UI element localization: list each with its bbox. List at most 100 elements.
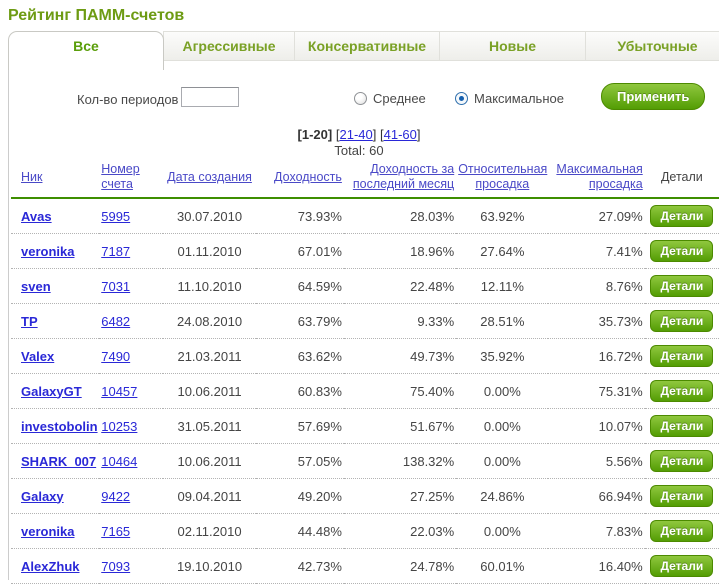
profit-cell: 73.93% bbox=[255, 198, 344, 234]
radio-maximum-label: Максимальное bbox=[474, 91, 564, 106]
nick-link[interactable]: veronika bbox=[21, 243, 75, 259]
details-button[interactable]: Детали bbox=[650, 450, 714, 472]
creation-date-cell: 24.08.2010 bbox=[163, 303, 256, 339]
details-button[interactable]: Детали bbox=[650, 205, 714, 227]
relative-drawdown-cell: 0.00% bbox=[456, 408, 549, 444]
details-button[interactable]: Детали bbox=[650, 275, 714, 297]
creation-date-cell: 10.06.2011 bbox=[163, 373, 256, 409]
pagination-pages: [1-20] [21-40] [41-60] bbox=[297, 127, 421, 142]
periods-label: Кол-во периодов bbox=[77, 92, 179, 107]
relative-drawdown-cell: 27.64% bbox=[456, 233, 549, 269]
account-number-link[interactable]: 10464 bbox=[101, 453, 138, 469]
monthly-profit-cell: 28.03% bbox=[343, 198, 457, 234]
table-row: Galaxy 9422 09.04.2011 49.20% 27.25% 24.… bbox=[11, 478, 719, 514]
nick-link[interactable]: investobolin bbox=[21, 418, 98, 434]
page-title: Рейтинг ПАММ-счетов bbox=[8, 7, 185, 24]
max-drawdown-cell: 7.41% bbox=[548, 233, 645, 269]
periods-input[interactable] bbox=[181, 87, 239, 107]
table-row: GalaxyGT 10457 10.06.2011 60.83% 75.40% … bbox=[11, 373, 719, 409]
nick-link[interactable]: Avas bbox=[21, 208, 52, 224]
details-button[interactable]: Детали bbox=[650, 415, 714, 437]
creation-date-cell: 01.11.2010 bbox=[163, 233, 256, 269]
max-drawdown-cell: 16.72% bbox=[548, 338, 645, 374]
sort-nick-link[interactable]: Ник bbox=[21, 169, 43, 184]
details-button[interactable]: Детали bbox=[650, 485, 714, 507]
sort-relative-drawdown-link[interactable]: Относительная просадка bbox=[458, 162, 548, 191]
account-number-link[interactable]: 7490 bbox=[101, 348, 131, 364]
account-number-link[interactable]: 5995 bbox=[101, 208, 131, 224]
account-number-link[interactable]: 7031 bbox=[101, 278, 131, 294]
table-row: veronika 7165 02.11.2010 44.48% 22.03% 0… bbox=[11, 513, 719, 549]
table-row: sven 7031 11.10.2010 64.59% 22.48% 12.11… bbox=[11, 268, 719, 304]
sort-profit-link[interactable]: Доходность bbox=[274, 169, 342, 184]
details-button[interactable]: Детали bbox=[650, 520, 714, 542]
profit-cell: 57.05% bbox=[255, 443, 344, 479]
details-button[interactable]: Детали bbox=[650, 310, 714, 332]
monthly-profit-cell: 51.67% bbox=[343, 408, 457, 444]
nick-link[interactable]: Valex bbox=[21, 348, 55, 364]
max-drawdown-cell: 10.07% bbox=[548, 408, 645, 444]
max-drawdown-cell: 8.76% bbox=[548, 268, 645, 304]
tab-losing[interactable]: Убыточные bbox=[585, 31, 719, 61]
tab-all[interactable]: Все bbox=[8, 31, 164, 70]
account-number-link[interactable]: 7187 bbox=[101, 243, 131, 259]
radio-maximum[interactable]: Максимальное bbox=[455, 91, 564, 106]
nick-link[interactable]: GalaxyGT bbox=[21, 383, 82, 399]
account-number-link[interactable]: 7093 bbox=[101, 558, 131, 574]
sort-monthly-profit-link[interactable]: Доходность за последний месяц bbox=[352, 162, 455, 191]
account-number-link[interactable]: 10253 bbox=[101, 418, 138, 434]
relative-drawdown-cell: 28.51% bbox=[456, 303, 549, 339]
nick-link[interactable]: TP bbox=[21, 313, 38, 329]
profit-cell: 60.83% bbox=[255, 373, 344, 409]
details-button[interactable]: Детали bbox=[650, 345, 714, 367]
monthly-profit-cell: 22.03% bbox=[343, 513, 457, 549]
rating-table-body: Avas 5995 30.07.2010 73.93% 28.03% 63.92… bbox=[11, 198, 719, 584]
pagination-current: [1-20] bbox=[297, 127, 333, 142]
creation-date-cell: 19.10.2010 bbox=[163, 548, 256, 584]
table-row: AlexZhuk 7093 19.10.2010 42.73% 24.78% 6… bbox=[11, 548, 719, 584]
nick-link[interactable]: veronika bbox=[21, 523, 75, 539]
radio-unchecked-icon[interactable] bbox=[354, 92, 367, 105]
tab-conservative[interactable]: Консервативные bbox=[294, 31, 440, 61]
max-drawdown-cell: 7.83% bbox=[548, 513, 645, 549]
pagination-link-41-60[interactable]: 41-60 bbox=[383, 127, 417, 142]
sort-max-drawdown-link[interactable]: Максимальная просадка bbox=[556, 162, 643, 191]
details-button[interactable]: Детали bbox=[650, 240, 714, 262]
table-header-row: Ник Номер счета Дата создания Доходность… bbox=[11, 160, 719, 199]
pagination-link-21-40[interactable]: 21-40 bbox=[339, 127, 373, 142]
creation-date-cell: 10.06.2011 bbox=[163, 443, 256, 479]
nick-link[interactable]: sven bbox=[21, 278, 51, 294]
account-number-link[interactable]: 10457 bbox=[101, 383, 138, 399]
tab-aggressive[interactable]: Агрессивные bbox=[163, 31, 295, 61]
tab-new[interactable]: Новые bbox=[439, 31, 586, 61]
creation-date-cell: 02.11.2010 bbox=[163, 513, 256, 549]
sort-date-link[interactable]: Дата создания bbox=[167, 169, 252, 184]
account-number-link[interactable]: 7165 bbox=[101, 523, 131, 539]
rating-table: Ник Номер счета Дата создания Доходность… bbox=[11, 160, 719, 584]
sort-account-link[interactable]: Номер счета bbox=[101, 162, 140, 191]
relative-drawdown-cell: 12.11% bbox=[456, 268, 549, 304]
nick-link[interactable]: AlexZhuk bbox=[21, 558, 80, 574]
pagination: [1-20] [21-40] [41-60] Total: 60 bbox=[9, 127, 709, 159]
account-number-link[interactable]: 6482 bbox=[101, 313, 131, 329]
filter-row: Кол-во периодов Среднее Максимальное При… bbox=[9, 81, 719, 127]
relative-drawdown-cell: 24.86% bbox=[456, 478, 549, 514]
monthly-profit-cell: 24.78% bbox=[343, 548, 457, 584]
apply-button[interactable]: Применить bbox=[601, 83, 706, 110]
creation-date-cell: 21.03.2011 bbox=[163, 338, 256, 374]
nick-link[interactable]: SHARK_007 bbox=[21, 453, 97, 469]
profit-cell: 44.48% bbox=[255, 513, 344, 549]
details-button[interactable]: Детали bbox=[650, 555, 714, 577]
relative-drawdown-cell: 60.01% bbox=[456, 548, 549, 584]
profit-cell: 42.73% bbox=[255, 548, 344, 584]
profit-cell: 64.59% bbox=[255, 268, 344, 304]
profit-cell: 49.20% bbox=[255, 478, 344, 514]
radio-checked-icon[interactable] bbox=[455, 92, 468, 105]
radio-average[interactable]: Среднее bbox=[354, 91, 426, 106]
account-number-link[interactable]: 9422 bbox=[101, 488, 131, 504]
details-button[interactable]: Детали bbox=[650, 380, 714, 402]
table-row: TP 6482 24.08.2010 63.79% 9.33% 28.51% 3… bbox=[11, 303, 719, 339]
nick-link[interactable]: Galaxy bbox=[21, 488, 64, 504]
max-drawdown-cell: 16.40% bbox=[548, 548, 645, 584]
relative-drawdown-cell: 35.92% bbox=[456, 338, 549, 374]
